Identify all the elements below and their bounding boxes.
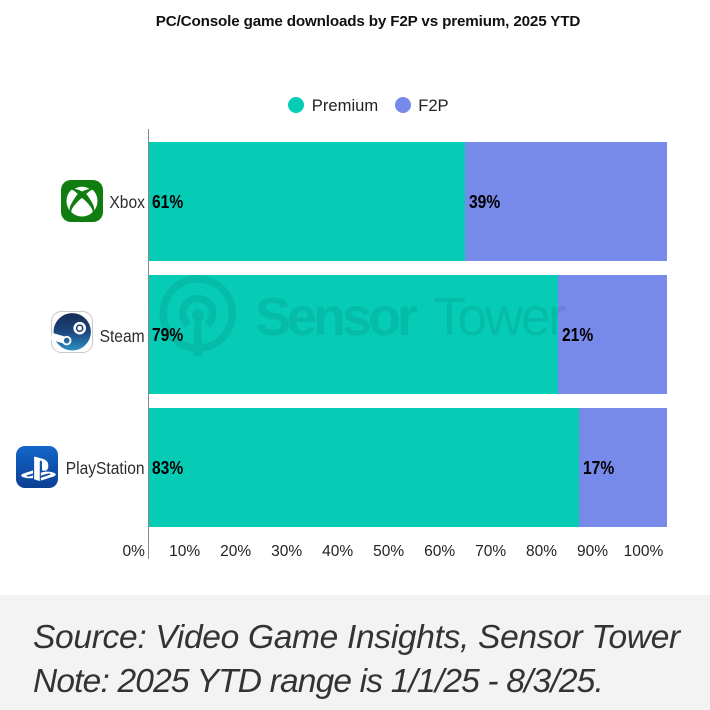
svg-text:Tower: Tower — [433, 287, 566, 347]
svg-text:Sensor: Sensor — [255, 287, 418, 347]
